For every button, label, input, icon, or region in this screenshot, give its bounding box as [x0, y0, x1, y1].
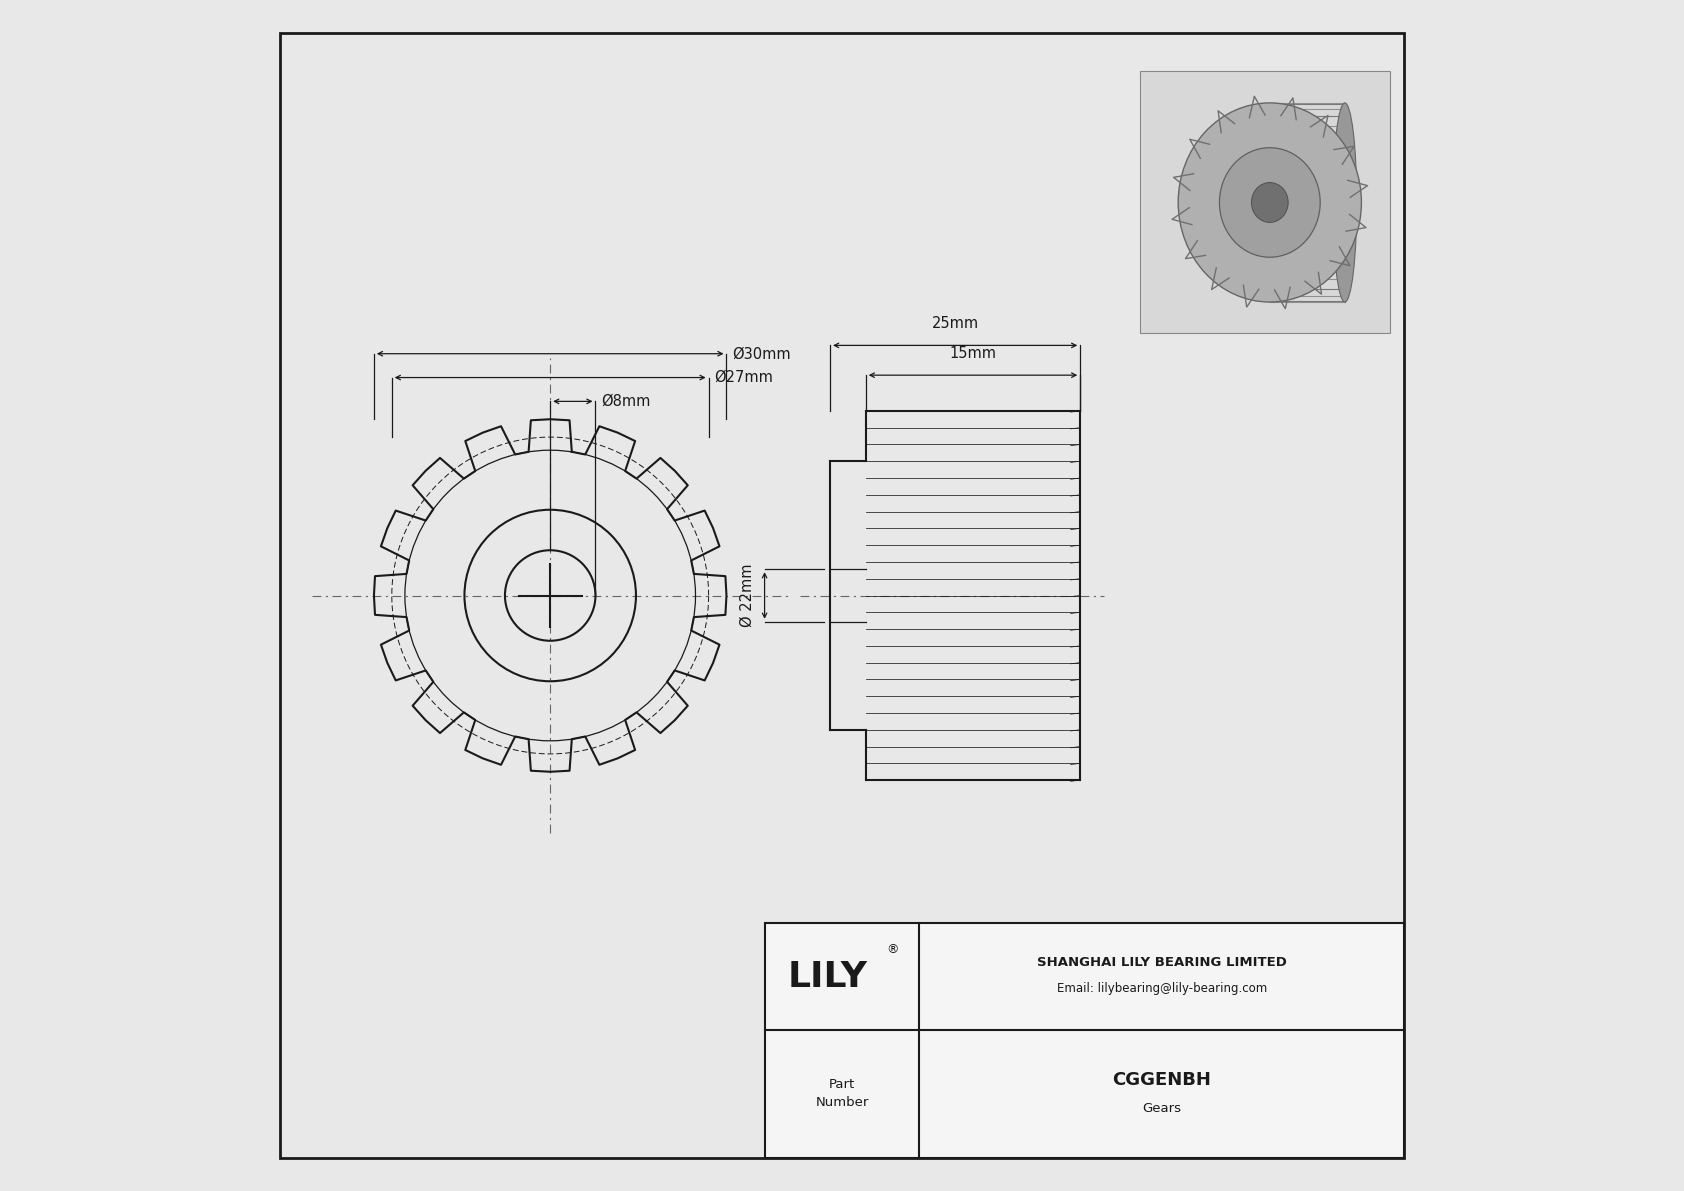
Text: 25mm: 25mm [931, 316, 978, 331]
Text: Ø27mm: Ø27mm [714, 370, 773, 385]
Text: Part
Number: Part Number [815, 1078, 869, 1110]
Ellipse shape [1251, 182, 1288, 223]
Text: Gears: Gears [1142, 1102, 1180, 1115]
Text: SHANGHAI LILY BEARING LIMITED: SHANGHAI LILY BEARING LIMITED [1037, 956, 1287, 968]
Ellipse shape [1334, 102, 1357, 303]
Text: 15mm: 15mm [950, 345, 997, 361]
Ellipse shape [1179, 102, 1361, 303]
Ellipse shape [1219, 148, 1320, 257]
Bar [1140, 71, 1389, 333]
Text: ®: ® [886, 943, 898, 955]
Text: Ø8mm: Ø8mm [601, 394, 650, 409]
Text: CGGENBH: CGGENBH [1113, 1071, 1211, 1089]
Text: Ø30mm: Ø30mm [733, 347, 791, 361]
Text: Email: lilybearing@lily-bearing.com: Email: lilybearing@lily-bearing.com [1056, 983, 1266, 994]
Text: Ø 22mm: Ø 22mm [739, 563, 754, 628]
Text: LILY: LILY [788, 960, 867, 993]
Bar [765, 923, 1404, 1158]
